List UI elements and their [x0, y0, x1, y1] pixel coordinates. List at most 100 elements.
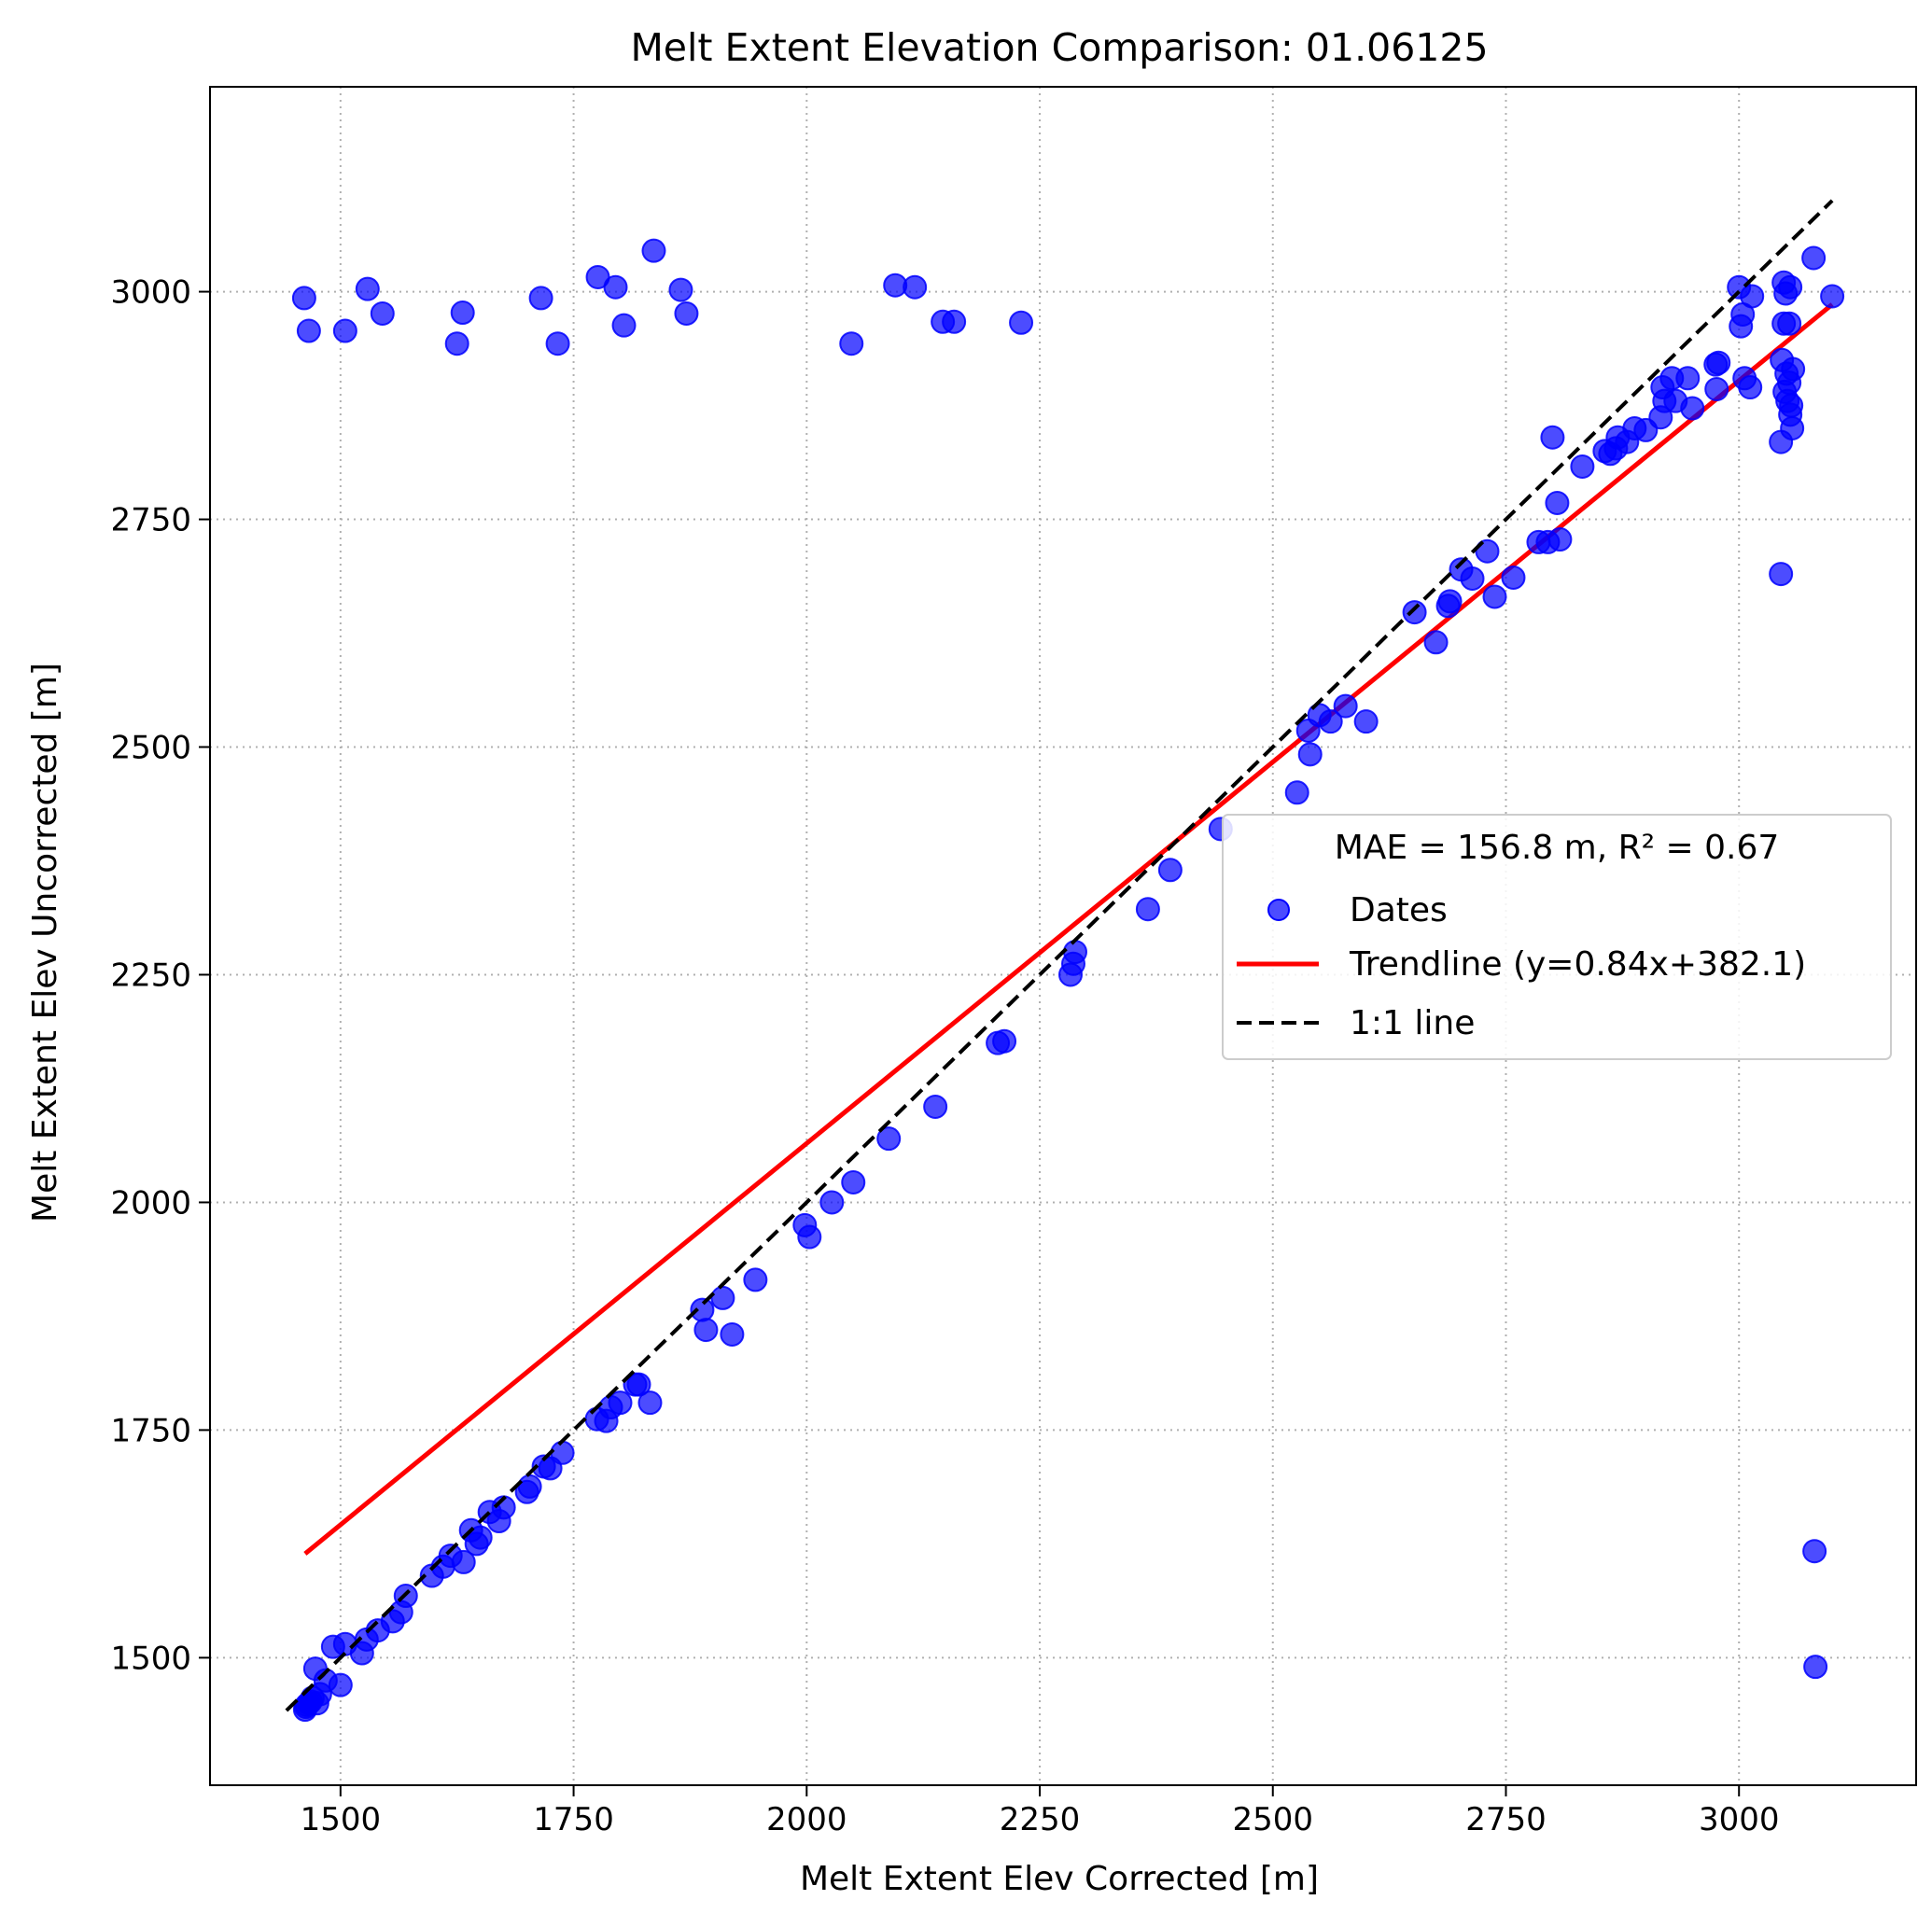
data-point	[720, 1321, 745, 1347]
data-point	[370, 300, 395, 326]
data-point	[743, 1267, 768, 1292]
data-point	[1435, 594, 1461, 619]
data-point	[1820, 284, 1845, 309]
data-point	[444, 331, 469, 356]
data-point	[355, 276, 380, 301]
data-point	[1009, 310, 1034, 335]
data-point	[1284, 780, 1309, 805]
data-point	[710, 1285, 735, 1310]
data-point	[332, 318, 357, 343]
y-tick-label: 2000	[110, 1184, 191, 1222]
x-tick-label: 2000	[766, 1801, 847, 1838]
trendline	[303, 302, 1834, 1556]
data-point	[839, 331, 864, 356]
data-point	[468, 1525, 493, 1550]
data-point	[923, 1094, 948, 1119]
data-point	[1801, 245, 1827, 271]
data-point	[1135, 897, 1160, 922]
data-point	[637, 1390, 663, 1416]
legend-label-trendline: Trendline (y=0.84x+382.1)	[1349, 945, 1806, 984]
y-tick-label: 2500	[110, 730, 191, 767]
y-tick-label: 1500	[110, 1640, 191, 1677]
data-point	[608, 1390, 633, 1416]
data-point	[545, 331, 570, 356]
x-tick-label: 2500	[1232, 1801, 1313, 1838]
data-point	[1460, 566, 1485, 591]
x-tick-label: 2250	[1000, 1801, 1081, 1838]
x-tick-label: 2750	[1465, 1801, 1547, 1838]
y-tick-label: 2750	[110, 502, 191, 539]
data-point	[603, 274, 628, 300]
data-point	[1777, 311, 1802, 336]
data-point	[1423, 630, 1449, 655]
plot-frame	[209, 86, 1917, 1786]
data-point	[668, 277, 693, 302]
y-axis-ticks: 1500 1750 2000 2250 2500 2750 3000	[110, 274, 210, 1677]
data-point	[1501, 565, 1526, 590]
data-point	[1680, 396, 1705, 421]
data-point	[611, 313, 637, 338]
data-point	[693, 1318, 719, 1343]
data-point	[841, 1169, 866, 1195]
data-point	[1482, 584, 1507, 609]
data-point	[296, 318, 321, 343]
data-point	[1780, 415, 1805, 440]
data-point	[1781, 356, 1806, 382]
data-point	[1704, 376, 1729, 401]
legend: MAE = 156.8 m, R² = 0.67 Dates Trendline…	[1222, 814, 1892, 1060]
data-points	[291, 238, 1845, 1723]
data-point	[528, 286, 553, 311]
trendline-layer	[303, 302, 1834, 1556]
data-point	[291, 286, 316, 311]
data-point	[1803, 1655, 1828, 1680]
x-axis-ticks: 1500 1750 2000 2250 2500 2750 3000	[301, 1785, 1779, 1838]
y-tick-label: 1750	[110, 1412, 191, 1449]
data-point	[674, 300, 699, 326]
data-point	[1738, 375, 1763, 400]
x-axis-label: Melt Extent Elev Corrected [m]	[800, 1860, 1319, 1898]
data-point	[626, 1372, 651, 1397]
identity-line-layer	[285, 199, 1834, 1712]
legend-marker-dates	[1267, 899, 1290, 921]
data-point	[992, 1028, 1017, 1054]
data-point	[641, 238, 666, 263]
chart-title: Melt Extent Elevation Comparison: 01.061…	[630, 25, 1488, 70]
data-point	[876, 1126, 902, 1152]
data-point	[1779, 393, 1804, 418]
data-point	[1157, 858, 1183, 883]
data-point	[328, 1672, 353, 1697]
data-point	[1740, 284, 1765, 309]
data-point	[1769, 562, 1794, 587]
data-point	[942, 309, 967, 334]
x-tick-label: 1750	[533, 1801, 614, 1838]
data-point	[1547, 527, 1573, 552]
data-point	[1802, 1539, 1827, 1564]
legend-title: MAE = 156.8 m, R² = 0.67	[1335, 829, 1780, 867]
x-tick-label: 1500	[301, 1801, 382, 1838]
identity-line	[285, 199, 1834, 1712]
data-point	[1297, 742, 1323, 767]
data-point	[1675, 366, 1701, 391]
data-point	[1062, 940, 1087, 965]
data-point	[797, 1224, 822, 1250]
legend-label-dates: Dates	[1350, 891, 1448, 929]
data-point	[1402, 600, 1427, 625]
y-axis-label: Melt Extent Elev Uncorrected [m]	[26, 663, 64, 1222]
data-point	[450, 300, 475, 326]
data-point	[1706, 350, 1731, 375]
data-point	[1778, 274, 1803, 300]
data-point	[451, 1549, 476, 1574]
legend-box	[1222, 814, 1892, 1060]
data-point	[1540, 425, 1565, 450]
data-point	[1353, 709, 1379, 734]
data-point	[903, 274, 928, 300]
y-tick-label: 3000	[110, 274, 191, 312]
y-tick-label: 2250	[110, 957, 191, 994]
data-point	[1570, 454, 1595, 479]
data-point	[1545, 490, 1570, 515]
data-point	[1318, 709, 1343, 734]
data-point	[550, 1440, 575, 1465]
data-point	[1333, 693, 1358, 719]
data-point	[517, 1474, 542, 1499]
